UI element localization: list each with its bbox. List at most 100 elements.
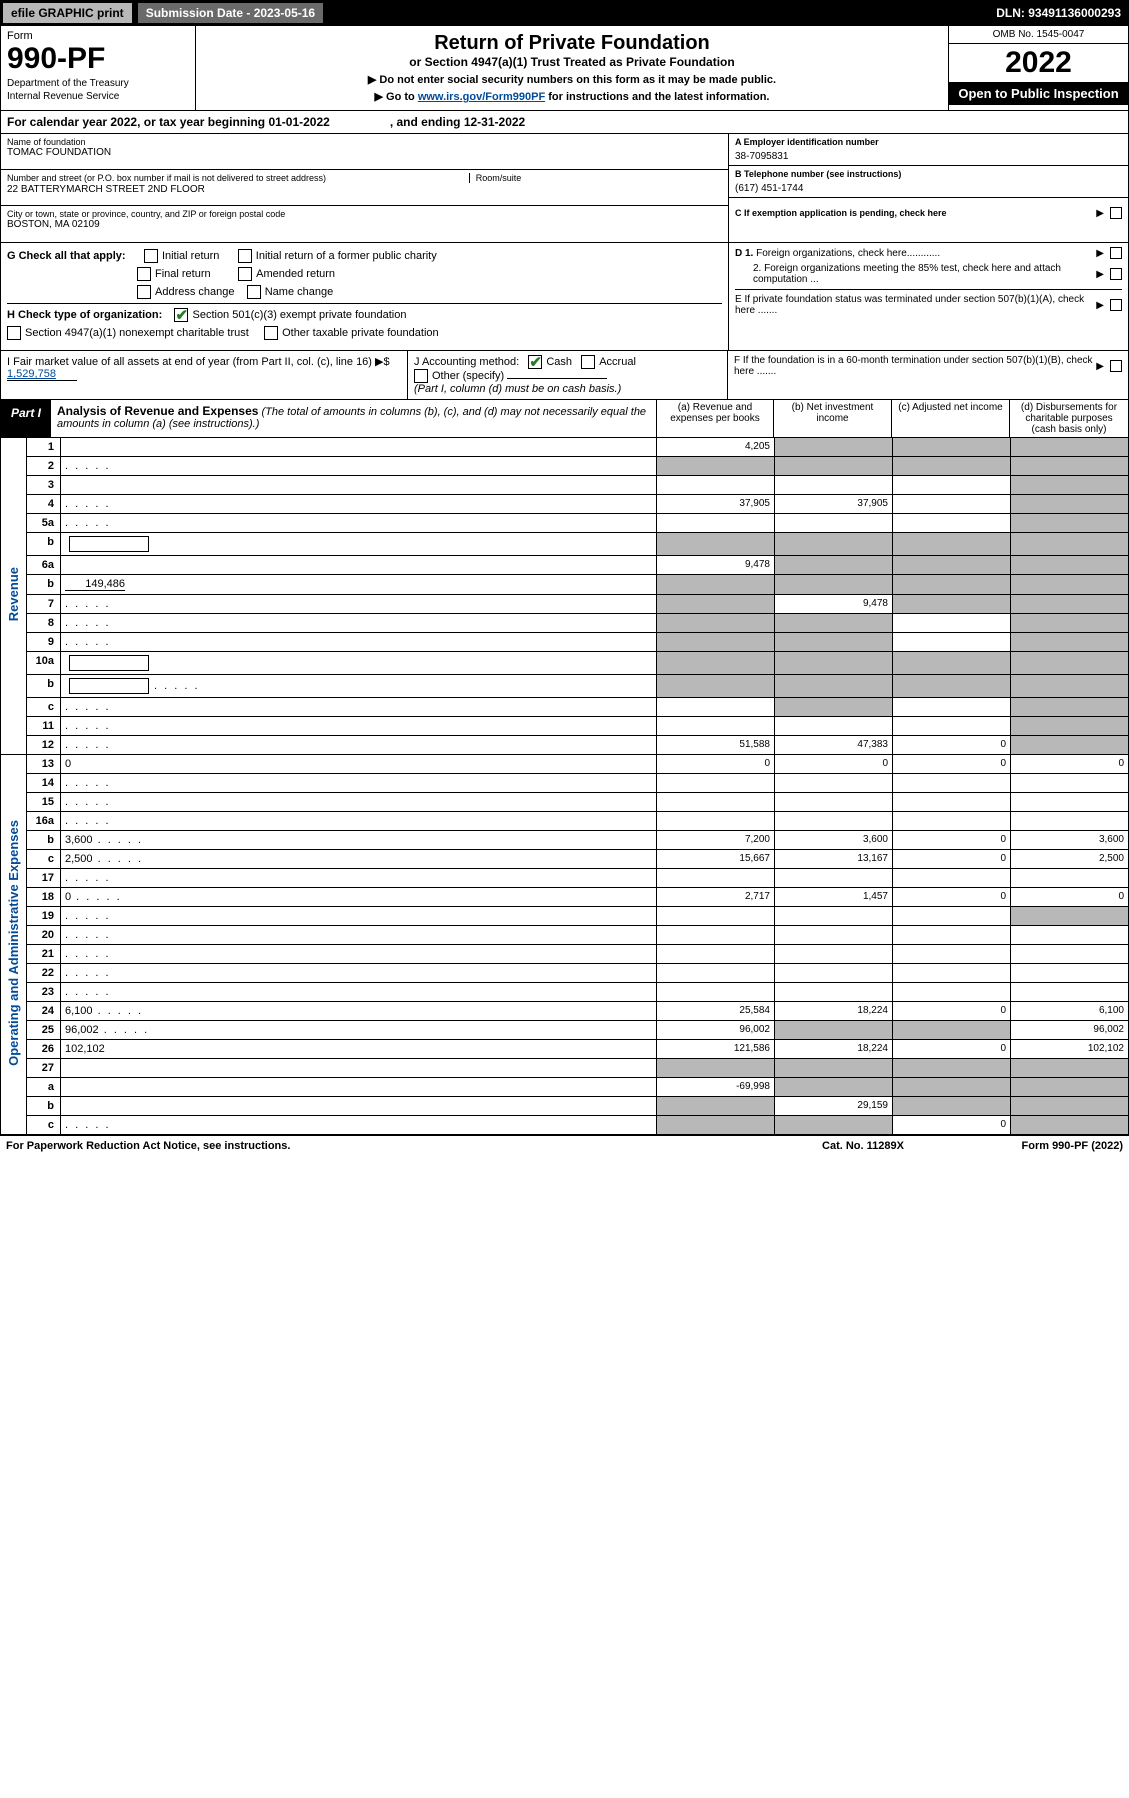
form-link[interactable]: www.irs.gov/Form990PF	[418, 91, 545, 103]
cell-a: 0	[657, 755, 775, 774]
cell-b	[775, 983, 893, 1002]
cell-c	[893, 1059, 1011, 1078]
j-block: J Accounting method: Cash Accrual Other …	[408, 351, 728, 399]
lbl-address: Address change	[155, 286, 235, 298]
cell-a: 96,002	[657, 1021, 775, 1040]
chk-final[interactable]	[137, 267, 151, 281]
f-checkbox[interactable]	[1110, 360, 1122, 372]
cell-d	[1011, 614, 1129, 633]
ein-val: 38-7095831	[735, 151, 1122, 162]
row-desc: 0	[61, 888, 657, 907]
cell-b: 18,224	[775, 1002, 893, 1021]
dln-text: DLN: 93491136000293	[996, 6, 1127, 20]
row-desc: 0	[61, 755, 657, 774]
cell-c	[893, 652, 1011, 675]
footer-mid: Cat. No. 11289X	[763, 1140, 963, 1152]
row-num: 22	[27, 964, 61, 983]
row-desc: 96,002	[61, 1021, 657, 1040]
chk-name[interactable]	[247, 285, 261, 299]
name-row: Name of foundation TOMAC FOUNDATION	[1, 134, 728, 170]
c-checkbox[interactable]	[1110, 207, 1122, 219]
cell-c	[893, 945, 1011, 964]
cell-b	[775, 793, 893, 812]
cell-b	[775, 556, 893, 575]
addr-row: Number and street (or P.O. box number if…	[1, 170, 728, 206]
lbl-accrual: Accrual	[599, 356, 636, 368]
cell-a	[657, 575, 775, 595]
chk-501c3[interactable]	[174, 308, 188, 322]
i-block: I Fair market value of all assets at end…	[1, 351, 408, 399]
phone-val: (617) 451-1744	[735, 183, 1122, 194]
year-text: 2022	[949, 44, 1128, 82]
cell-d: 6,100	[1011, 1002, 1129, 1021]
cell-b: 18,224	[775, 1040, 893, 1059]
cell-b	[775, 1059, 893, 1078]
j-label: J Accounting method:	[414, 356, 519, 368]
cell-c	[893, 907, 1011, 926]
ein-lbl: A Employer identification number	[735, 137, 1122, 147]
cell-b: 29,159	[775, 1097, 893, 1116]
chk-cash[interactable]	[528, 355, 542, 369]
cell-b	[775, 907, 893, 926]
cell-c	[893, 1078, 1011, 1097]
cell-c	[893, 675, 1011, 698]
cell-a: 4,205	[657, 438, 775, 457]
row-num: 6a	[27, 556, 61, 575]
row-num: b	[27, 1097, 61, 1116]
cell-c	[893, 556, 1011, 575]
chk-initial[interactable]	[144, 249, 158, 263]
row-desc: 149,486	[61, 575, 657, 595]
d2-checkbox[interactable]	[1110, 268, 1122, 280]
efile-btn[interactable]: efile GRAPHIC print	[2, 2, 133, 24]
row-num: 2	[27, 457, 61, 476]
cell-c: 0	[893, 888, 1011, 907]
cell-a: 15,667	[657, 850, 775, 869]
row-desc	[61, 1097, 657, 1116]
cell-a	[657, 595, 775, 614]
row-num: 25	[27, 1021, 61, 1040]
cell-a	[657, 774, 775, 793]
chk-address[interactable]	[137, 285, 151, 299]
cell-b	[775, 633, 893, 652]
cell-b: 1,457	[775, 888, 893, 907]
row-desc	[61, 698, 657, 717]
d2-text: 2. Foreign organizations meeting the 85%…	[735, 263, 1094, 285]
chk-initial-former[interactable]	[238, 249, 252, 263]
cell-a	[657, 1097, 775, 1116]
part1-badge: Part I	[1, 400, 51, 437]
cell-b	[775, 869, 893, 888]
cell-a: -69,998	[657, 1078, 775, 1097]
j-note: (Part I, column (d) must be on cash basi…	[414, 383, 621, 395]
e-checkbox[interactable]	[1110, 299, 1122, 311]
calyr-begin: For calendar year 2022, or tax year begi…	[7, 115, 330, 129]
row-desc: 2,500	[61, 850, 657, 869]
cell-b: 0	[775, 755, 893, 774]
cell-d: 0	[1011, 888, 1129, 907]
chk-other-tax[interactable]	[264, 326, 278, 340]
row-desc	[61, 556, 657, 575]
cell-d	[1011, 964, 1129, 983]
cell-a: 9,478	[657, 556, 775, 575]
row-desc	[61, 675, 657, 698]
chk-4947[interactable]	[7, 326, 21, 340]
cell-d	[1011, 476, 1129, 495]
section-g: G Check all that apply: Initial return I…	[0, 243, 1129, 351]
row-num: c	[27, 698, 61, 717]
cell-b	[775, 614, 893, 633]
i-value[interactable]: 1,529,758	[7, 368, 77, 381]
cell-c	[893, 457, 1011, 476]
chk-amended[interactable]	[238, 267, 252, 281]
col-a-hdr: (a) Revenue and expenses per books	[656, 400, 774, 437]
cell-a: 7,200	[657, 831, 775, 850]
chk-other-acct[interactable]	[414, 369, 428, 383]
cell-b	[775, 575, 893, 595]
row-num: a	[27, 1078, 61, 1097]
row-num: 1	[27, 438, 61, 457]
cell-a: 37,905	[657, 495, 775, 514]
row-num: 3	[27, 476, 61, 495]
d1-checkbox[interactable]	[1110, 247, 1122, 259]
cell-b	[775, 964, 893, 983]
lbl-initial: Initial return	[162, 250, 219, 262]
f-text: F If the foundation is in a 60-month ter…	[734, 355, 1094, 377]
chk-accrual[interactable]	[581, 355, 595, 369]
